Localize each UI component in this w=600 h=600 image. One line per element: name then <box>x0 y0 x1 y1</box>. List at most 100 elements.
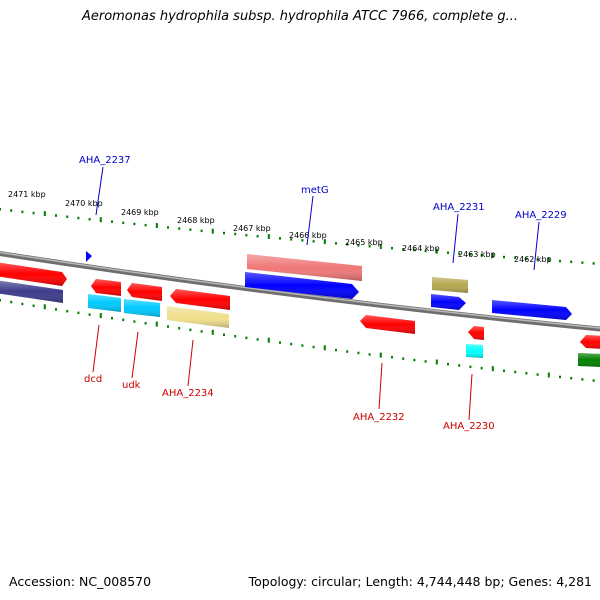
minor-tick <box>570 260 573 264</box>
minor-tick <box>458 252 461 255</box>
minor-tick <box>133 320 136 323</box>
minor-tick <box>525 372 528 375</box>
minor-tick <box>424 360 427 363</box>
minor-tick <box>189 228 192 231</box>
minor-tick <box>514 256 517 260</box>
minor-tick <box>424 249 427 253</box>
gene-feature-AHA_2237[interactable] <box>86 251 92 262</box>
gene-labels: AHA_2237 metG AHA_2231 AHA_2229 dcd udk … <box>79 155 567 432</box>
minor-tick <box>312 240 315 243</box>
minor-tick <box>234 232 237 236</box>
minor-tick <box>447 251 449 254</box>
minor-tick <box>223 333 225 336</box>
minor-tick <box>66 309 69 313</box>
major-tick <box>99 313 102 319</box>
gene-label-AHA_2234[interactable]: AHA_2234 <box>162 388 214 399</box>
minor-tick <box>346 243 349 246</box>
major-tick <box>547 257 550 263</box>
minor-tick <box>301 239 304 242</box>
minor-tick <box>290 238 293 241</box>
gene-label-dcd[interactable]: dcd <box>84 374 102 385</box>
minor-tick <box>32 211 35 215</box>
minor-tick <box>55 214 57 217</box>
kbp-label: 2465 kbp <box>345 238 383 247</box>
minor-tick <box>0 299 1 302</box>
minor-tick <box>312 345 315 349</box>
accession-text: Accession: NC_008570 <box>9 574 152 589</box>
minor-tick <box>256 235 259 238</box>
minor-tick <box>32 304 35 307</box>
minor-tick <box>144 322 147 325</box>
minor-tick <box>245 336 248 340</box>
minor-tick <box>559 375 561 379</box>
minor-tick <box>536 373 539 376</box>
minor-tick <box>234 335 237 338</box>
gene-label-AHA_2237[interactable]: AHA_2237 <box>79 155 131 166</box>
minor-tick <box>245 233 248 237</box>
minor-tick <box>402 247 405 251</box>
minor-tick <box>368 245 371 248</box>
minor-tick <box>413 358 416 362</box>
minor-tick <box>357 244 360 247</box>
minor-tick <box>21 210 24 214</box>
minor-tick <box>570 376 573 380</box>
minor-tick <box>133 222 136 226</box>
minor-tick <box>111 316 113 320</box>
minor-tick <box>290 342 293 346</box>
major-tick <box>547 372 550 378</box>
minor-tick <box>189 328 192 332</box>
major-tick <box>379 244 382 249</box>
gene-label-udk[interactable]: udk <box>122 380 141 391</box>
major-tick <box>267 234 270 239</box>
minor-tick <box>514 370 517 374</box>
minor-tick <box>167 226 169 229</box>
gene-label-metG[interactable]: metG <box>301 185 329 196</box>
topology-text: Topology: circular; Length: 4,744,448 bp… <box>248 574 592 589</box>
minor-tick <box>178 227 181 230</box>
minor-tick <box>77 311 80 315</box>
minor-tick <box>66 215 69 218</box>
major-tick <box>99 217 102 223</box>
minor-tick <box>111 220 113 223</box>
minor-tick <box>55 308 57 311</box>
forward-strand-genes <box>0 251 572 328</box>
minor-tick <box>122 318 125 322</box>
minor-tick <box>447 362 449 366</box>
minor-tick <box>458 364 461 367</box>
kbp-label: 2471 kbp <box>8 190 46 199</box>
minor-tick <box>200 229 203 233</box>
major-tick <box>491 253 494 258</box>
gene-label-AHA_2231[interactable]: AHA_2231 <box>433 202 485 213</box>
genome-backbone <box>0 251 600 332</box>
minor-tick <box>301 344 304 347</box>
kbp-label: 2469 kbp <box>121 208 159 217</box>
minor-tick <box>391 356 393 359</box>
major-tick <box>211 329 214 335</box>
gene-label-AHA_2229[interactable]: AHA_2229 <box>515 210 567 221</box>
minor-tick <box>503 369 505 372</box>
major-tick <box>491 366 494 372</box>
major-tick <box>43 304 46 310</box>
minor-tick <box>536 258 539 261</box>
major-tick <box>43 211 46 217</box>
minor-tick <box>335 348 337 352</box>
minor-tick <box>200 330 203 333</box>
minor-tick <box>144 223 147 227</box>
gene-label-AHA_2232[interactable]: AHA_2232 <box>353 412 405 423</box>
reverse-strand-genes <box>360 315 600 367</box>
minor-tick <box>413 248 416 252</box>
major-tick <box>155 223 158 228</box>
minor-tick <box>335 242 337 245</box>
gene-label-AHA_2230[interactable]: AHA_2230 <box>443 421 495 432</box>
upper-tick-track <box>0 208 595 265</box>
minor-tick <box>559 259 561 263</box>
major-tick <box>379 352 382 358</box>
map-title: Aeromonas hydrophila subsp. hydrophila A… <box>81 9 519 24</box>
minor-tick <box>402 357 405 360</box>
minor-tick <box>346 350 349 353</box>
major-tick <box>435 359 438 365</box>
major-tick <box>211 228 214 234</box>
minor-tick <box>525 257 528 260</box>
major-tick <box>267 337 270 343</box>
minor-tick <box>581 378 584 381</box>
